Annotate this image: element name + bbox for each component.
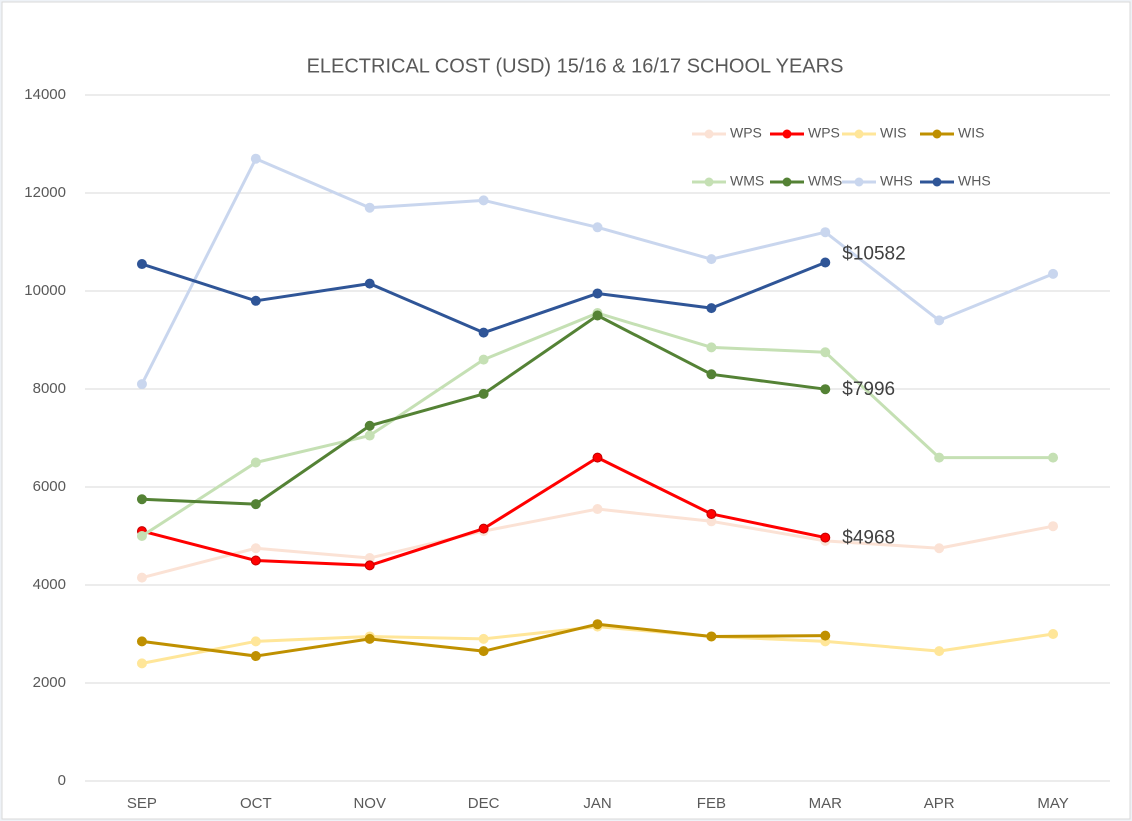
legend-label: WIS	[958, 125, 984, 141]
legend-marker	[704, 129, 714, 139]
data-point	[250, 651, 261, 662]
legend-marker	[782, 129, 792, 139]
legend-label: WMS	[808, 173, 842, 189]
value-label: $7996	[842, 379, 895, 400]
legend-label: WHS	[880, 173, 913, 189]
data-point	[250, 153, 261, 164]
data-point	[478, 633, 489, 644]
data-point	[706, 631, 717, 642]
data-point	[1048, 268, 1059, 279]
chart-title: ELECTRICAL COST (USD) 15/16 & 16/17 SCHO…	[307, 55, 844, 77]
data-point	[592, 310, 603, 321]
data-point	[136, 658, 147, 669]
data-point	[250, 543, 261, 554]
data-point	[934, 315, 945, 326]
data-point	[364, 420, 375, 431]
x-tick-label: MAR	[809, 795, 843, 812]
legend-marker	[854, 177, 864, 187]
data-point	[706, 342, 717, 353]
data-point	[706, 303, 717, 314]
legend-marker	[932, 129, 942, 139]
data-point	[820, 257, 831, 268]
x-tick-label: JAN	[583, 795, 611, 812]
data-point	[478, 388, 489, 399]
data-point	[364, 202, 375, 213]
data-point	[478, 354, 489, 365]
data-point	[364, 278, 375, 289]
x-tick-label: OCT	[240, 795, 272, 812]
data-point	[136, 259, 147, 270]
data-point	[478, 327, 489, 338]
data-point	[934, 452, 945, 463]
data-point	[478, 523, 489, 534]
data-point	[1048, 521, 1059, 532]
data-point	[820, 630, 831, 641]
data-point	[706, 369, 717, 380]
legend-label: WPS	[808, 125, 840, 141]
legend-label: WIS	[880, 125, 906, 141]
data-point	[592, 222, 603, 233]
data-point	[592, 452, 603, 463]
data-point	[478, 195, 489, 206]
data-point	[250, 457, 261, 468]
data-point	[250, 555, 261, 566]
x-tick-label: SEP	[127, 795, 157, 812]
y-tick-label: 2000	[33, 674, 66, 691]
value-label: $4968	[842, 528, 895, 549]
data-point	[250, 636, 261, 647]
data-point	[706, 508, 717, 519]
data-point	[136, 494, 147, 505]
data-point	[364, 560, 375, 571]
data-point	[820, 384, 831, 395]
legend-label: WPS	[730, 125, 762, 141]
y-tick-label: 10000	[24, 282, 66, 299]
legend-marker	[932, 177, 942, 187]
data-point	[136, 636, 147, 647]
data-point	[136, 531, 147, 541]
y-tick-label: 12000	[24, 184, 66, 201]
data-point	[364, 430, 375, 441]
legend-marker	[854, 129, 864, 139]
data-point	[250, 499, 261, 510]
data-point	[706, 254, 717, 265]
data-point	[934, 646, 945, 657]
y-tick-label: 4000	[33, 576, 66, 593]
y-tick-label: 8000	[33, 380, 66, 397]
data-point	[364, 633, 375, 644]
data-point	[820, 347, 831, 358]
data-point	[592, 288, 603, 299]
y-tick-label: 6000	[33, 478, 66, 495]
data-point	[934, 543, 945, 554]
x-tick-label: DEC	[468, 795, 500, 812]
data-point	[136, 572, 147, 583]
data-point	[1048, 452, 1059, 463]
x-tick-label: NOV	[353, 795, 386, 812]
x-tick-label: MAY	[1037, 795, 1068, 812]
data-point	[592, 504, 603, 515]
data-point	[250, 295, 261, 306]
x-tick-label: APR	[924, 795, 955, 812]
data-point	[136, 379, 147, 390]
legend-label: WMS	[730, 173, 764, 189]
y-tick-label: 0	[58, 772, 66, 789]
data-point	[1048, 629, 1059, 639]
data-point	[820, 227, 831, 238]
legend-label: WHS	[958, 173, 991, 189]
legend-marker	[704, 177, 714, 187]
value-label: $10582	[842, 243, 905, 264]
data-point	[478, 646, 489, 657]
data-point	[592, 619, 603, 630]
y-tick-label: 14000	[24, 86, 66, 103]
data-point	[820, 532, 831, 543]
x-tick-label: FEB	[697, 795, 726, 812]
legend-marker	[782, 177, 792, 187]
